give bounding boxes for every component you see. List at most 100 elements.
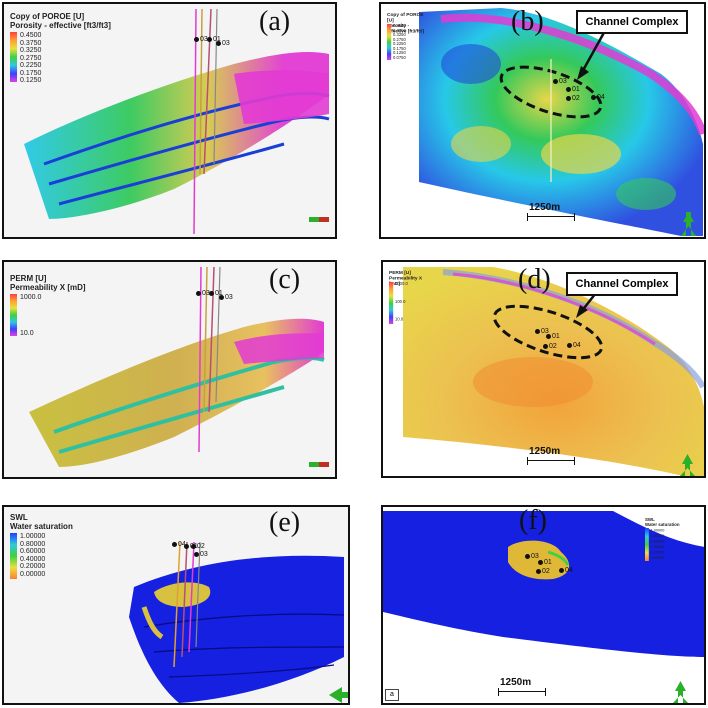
tick-label: 0.2250	[393, 42, 406, 47]
legend-subtitle: Water saturation	[10, 522, 73, 531]
well-marker: 04	[559, 567, 573, 574]
legend-subtitle: Porosity - effective [ft3/ft3]	[10, 21, 111, 30]
panel-label: (b)	[511, 6, 544, 37]
panel-label: (e)	[269, 507, 301, 538]
well-marker: 03	[553, 78, 567, 85]
tick-label: 1000.0	[395, 282, 408, 287]
tick-label: 0.00000	[650, 556, 665, 560]
legend-porosity-a: Copy of POROE [U] Porosity - effective […	[10, 12, 130, 92]
tick-label: 0.20000	[650, 550, 665, 555]
legend-water-saturation-e: SWL Water saturation 1.00000 0.80000 0.6…	[10, 513, 130, 593]
tick-label: 0.20000	[20, 563, 46, 570]
tick-label: 0.80000	[20, 540, 46, 548]
well-marker: 04	[172, 541, 186, 548]
well-marker: 03	[219, 294, 233, 301]
legend-title: Copy of POROE [U]	[387, 12, 424, 23]
channel-complex-callout: Channel Complex	[576, 10, 688, 34]
color-bar	[645, 528, 649, 561]
color-bar-ticks: 0.4500 0.3750 0.3250 0.2750 0.2250 0.175…	[20, 32, 41, 85]
tick-label: 0.3750	[20, 39, 42, 47]
water-saturation-map	[383, 511, 704, 703]
color-bar	[387, 24, 392, 60]
color-bar-ticks: 0.4500 0.3750 0.3250 0.2750 0.2250 0.175…	[393, 24, 406, 60]
well-marker: 03	[196, 290, 210, 297]
well-marker: 02	[543, 343, 557, 350]
panel-a: Copy of POROE [U] Porosity - effective […	[2, 2, 337, 239]
tick-label: 0.2750	[20, 54, 42, 62]
legend-title: SWL	[10, 513, 28, 522]
panel-label: (f)	[519, 505, 547, 536]
legend-permeability-d: PERM [U] Permeability X [mD] 1000.0 100.…	[389, 270, 431, 324]
scale-label: 1250m	[529, 202, 561, 213]
scale-label: 1250m	[529, 446, 561, 457]
well-marker: 03	[216, 40, 230, 47]
corner-label: a	[385, 689, 399, 701]
tick-label: 0.1250	[20, 77, 42, 84]
color-bar	[10, 294, 17, 336]
tick-label: 0.0750	[393, 55, 406, 60]
well-marker: 02	[191, 543, 205, 550]
well-marker: 03	[535, 328, 549, 335]
tick-label: 10.0	[395, 317, 404, 322]
tick-label: 0.1750	[20, 69, 42, 77]
tick-label: 0.4500	[20, 32, 42, 39]
well-marker: 04	[567, 342, 581, 349]
tick-label: 0.2750	[393, 37, 406, 42]
panel-c: PERM [U] Permeability X [mD] 1000.0 10.0…	[2, 260, 337, 479]
tick-label: 0.2250	[20, 62, 42, 69]
well-marker: 01	[538, 559, 552, 566]
tick-label: 0.1750	[393, 46, 406, 51]
tick-label: 100.0	[395, 299, 406, 304]
legend-title: PERM [U]	[389, 270, 411, 276]
tick-label: 0.80000	[650, 534, 665, 538]
well-marker: 03	[525, 553, 539, 560]
legend-title: SWL	[645, 517, 655, 522]
well-marker: 04	[591, 94, 605, 101]
panel-label: (d)	[518, 264, 551, 295]
tick-label: 0.40000	[20, 555, 46, 563]
legend-title: Copy of POROE [U]	[10, 12, 85, 21]
color-bar-ticks: 1000.0 100.0 10.0	[395, 282, 408, 322]
panel-label: (c)	[269, 264, 301, 295]
color-bar-ticks: 1.00000 0.80000 0.60000 0.40000 0.20000 …	[651, 528, 665, 561]
panel-e: SWL Water saturation 1.00000 0.80000 0.6…	[2, 505, 350, 705]
panel-label: (a)	[259, 6, 291, 37]
legend-title: PERM [U]	[10, 274, 47, 283]
tick-label: 10.0	[20, 329, 34, 337]
tick-label: 0.1250	[393, 51, 406, 56]
legend-subtitle: Permeability X [mD]	[389, 275, 423, 287]
legend-subtitle: Water saturation	[645, 521, 680, 527]
legend-porosity-b: Copy of POROE [U] Porosity - effective […	[387, 12, 429, 60]
well-marker: 02	[536, 568, 550, 575]
tick-label: 0.4500	[393, 24, 406, 29]
tick-label: 0.00000	[20, 570, 46, 578]
permeability-map	[403, 267, 704, 476]
well-marker: 03	[194, 551, 208, 558]
legend-subtitle: Porosity - effective [ft3/ft3]	[387, 22, 425, 34]
well-marker: 01	[207, 36, 221, 43]
tick-label: 1.00000	[20, 533, 46, 540]
well-marker: 01	[209, 290, 223, 297]
water-saturation-3d-model	[129, 541, 348, 703]
legend-water-saturation-f: SWL Water saturation 1.00000 0.80000 0.6…	[645, 517, 684, 561]
legend-subtitle: Permeability X [mD]	[10, 283, 86, 292]
permeability-3d-model	[29, 266, 329, 467]
tick-label: 0.60000	[650, 539, 665, 544]
well-marker: 03	[194, 36, 208, 43]
tick-label: 0.3250	[20, 47, 42, 54]
well-marker: 02	[566, 95, 580, 102]
color-bar	[10, 32, 17, 82]
color-bar-ticks: 1.00000 0.80000 0.60000 0.40000 0.20000 …	[20, 533, 45, 578]
tick-label: 0.3250	[393, 33, 406, 38]
color-bar	[389, 282, 394, 324]
tick-label: 1000.0	[20, 294, 42, 301]
legend-permeability-c: PERM [U] Permeability X [mD] 1000.0 10.0	[10, 274, 130, 354]
tick-label: 0.60000	[20, 548, 46, 555]
channel-complex-callout: Channel Complex	[566, 272, 678, 296]
tick-label: 0.3750	[393, 28, 406, 33]
scale-label: 1250m	[500, 677, 532, 688]
well-marker: 01	[566, 86, 580, 93]
tick-label: 1.00000	[650, 528, 665, 533]
panel-f: SWL Water saturation 1.00000 0.80000 0.6…	[381, 505, 706, 705]
panel-b: Copy of POROE [U] Porosity - effective […	[379, 2, 706, 239]
